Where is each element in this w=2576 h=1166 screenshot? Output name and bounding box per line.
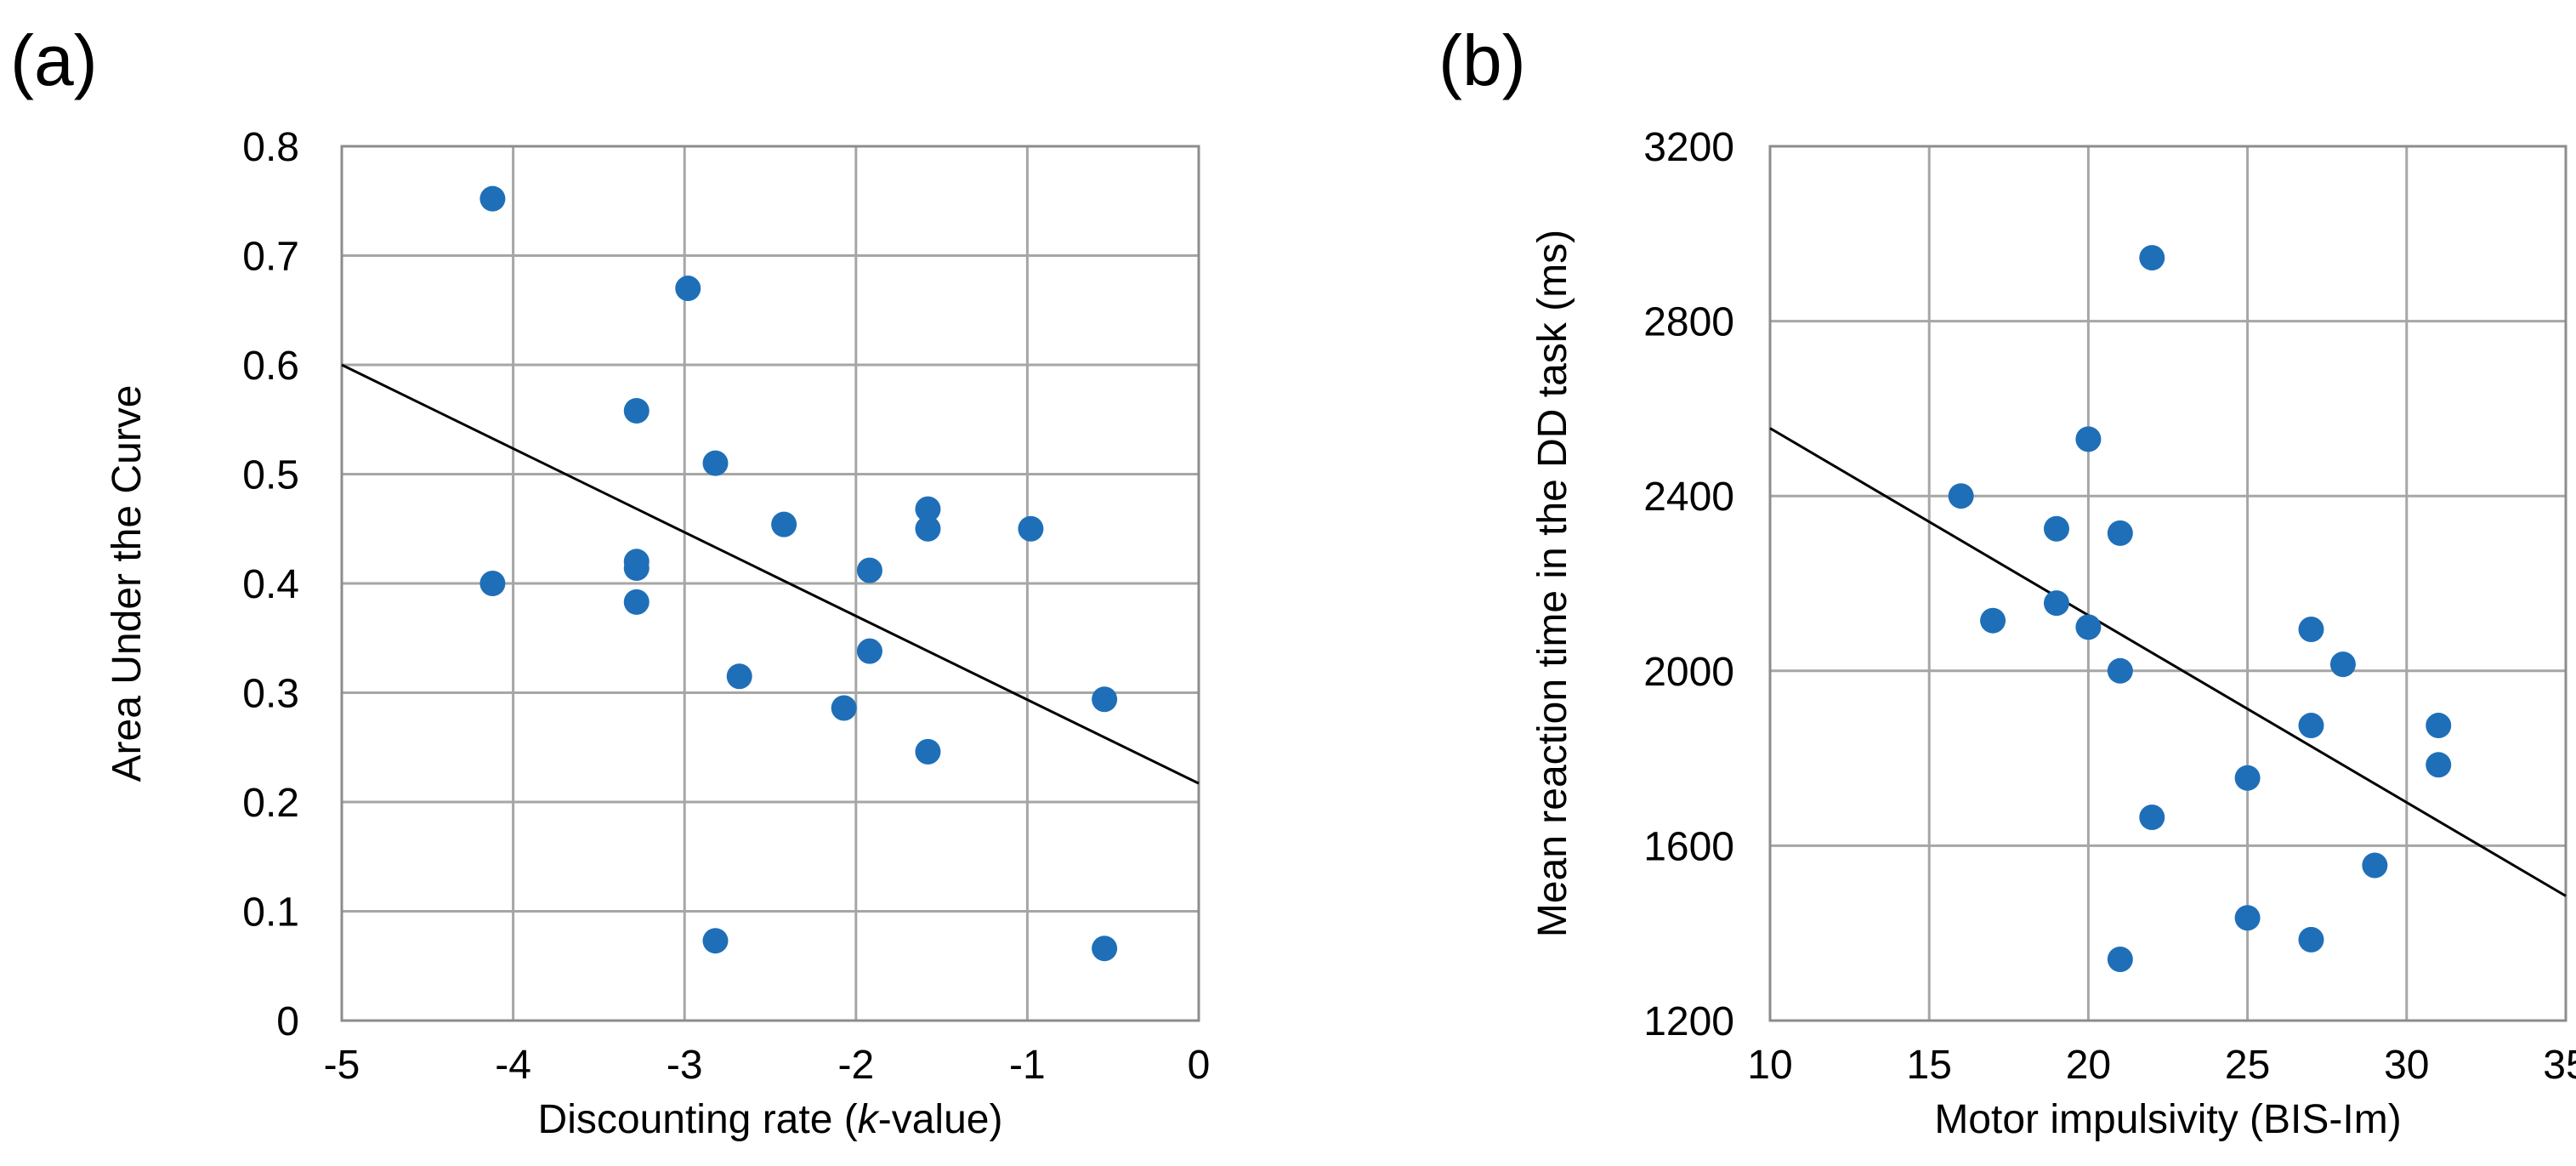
panel-a-point-0: [479, 185, 506, 212]
panel-a-point-1: [479, 571, 506, 596]
panel-a-point-6: [623, 555, 650, 582]
panel-b-ytick-label-1: 1600: [1643, 824, 1734, 869]
panel-a-point-8: [771, 511, 797, 537]
panel-b-xtick-label-3: 25: [2225, 1043, 2270, 1088]
panel-a-point-12: [856, 557, 882, 583]
panel-b-point-12: [2426, 713, 2452, 739]
panel-a-point-9: [915, 496, 941, 522]
panel-b-label: (b): [1438, 20, 1526, 100]
panel-b-point-10: [2107, 657, 2133, 684]
panel-a-point-14: [726, 663, 752, 690]
panel-b-point-18: [2298, 926, 2324, 953]
panel-b-point-8: [2298, 616, 2324, 642]
panel-b-ytick-label-0: 1200: [1643, 999, 1734, 1044]
panel-b-x-axis-title-part-0: Motor impulsivity (BIS-Im): [1934, 1097, 2401, 1142]
panel-b-point-15: [2139, 804, 2165, 830]
panel-b-xtick-label-4: 30: [2384, 1043, 2429, 1088]
panel-b-point-3: [2043, 515, 2069, 542]
panel-a-xtick-label-5: 0: [1188, 1043, 1211, 1088]
panel-b-xtick-label-0: 10: [1747, 1043, 1792, 1088]
panel-a-point-3: [623, 397, 650, 424]
panel-a-trendline: [341, 363, 1200, 785]
panel-b-point-4: [2107, 520, 2133, 546]
panel-a-chart: (a) -5 -4 -3 -2 -1 0 0 0.1 0.2 0.3 0.4 0.5 0.6 0.7 0.8 D…: [10, 20, 1210, 1142]
panel-a-point-4: [702, 450, 729, 476]
panel-b-point-16: [2362, 852, 2388, 879]
panel-a-point-19: [1092, 936, 1118, 962]
panel-a-ytick-label-7: 0.7: [242, 235, 299, 280]
panel-b-ytick-label-5: 3200: [1643, 125, 1734, 170]
panel-b-x-axis-title: Motor impulsivity (BIS-Im): [1934, 1097, 2401, 1142]
panel-a-point-13: [856, 638, 882, 664]
panel-b-point-11: [2298, 713, 2324, 739]
panel-a-point-17: [915, 738, 941, 765]
panel-a-ytick-label-1: 0.1: [242, 890, 299, 936]
panel-a-ytick-label-2: 0.2: [242, 781, 299, 826]
panel-a-x-axis-title-part-2: -value): [878, 1097, 1003, 1142]
panel-a-plot-frame: [340, 145, 1200, 1022]
panel-a-point-18: [702, 928, 729, 954]
panel-b-point-5: [2043, 590, 2069, 617]
panel-a-point-16: [1092, 686, 1118, 713]
panel-a-xtick-label-3: -2: [837, 1043, 874, 1088]
panel-b-plot-frame: [1768, 145, 2567, 1022]
panel-b-point-0: [2139, 245, 2165, 271]
panel-b-trendline: [1769, 427, 2567, 897]
panel-b-point-2: [1948, 483, 1974, 509]
panel-b-xtick-label-5: 35: [2543, 1043, 2576, 1088]
panel-a-point-7: [623, 589, 650, 615]
panel-a-point-15: [831, 695, 857, 721]
panel-a-label: (a): [10, 20, 98, 100]
panel-a-ytick-label-4: 0.4: [242, 562, 299, 607]
panel-a-y-axis-title: Area Under the Curve: [105, 385, 150, 782]
panel-a-xtick-label-0: -5: [324, 1043, 360, 1088]
panel-a-xtick-label-1: -4: [495, 1043, 531, 1088]
panel-a-ytick-label-8: 0.8: [242, 125, 299, 170]
panel-a-xtick-label-2: -3: [667, 1043, 703, 1088]
panel-a-x-axis-title: Discounting rate (k-value): [538, 1097, 1003, 1142]
panel-b-point-7: [2075, 614, 2102, 640]
panel-b-point-13: [2426, 752, 2452, 778]
panel-b-point-17: [2234, 905, 2261, 931]
panel-a-x-axis-title-part-1: k: [858, 1097, 881, 1142]
panel-b-point-14: [2234, 765, 2261, 791]
panel-b-ytick-label-2: 2000: [1643, 650, 1734, 695]
panel-b-xtick-label-2: 20: [2066, 1043, 2111, 1088]
panel-a-ytick-label-3: 0.3: [242, 672, 299, 717]
panel-a-point-2: [675, 276, 701, 302]
panel-b-point-1: [2075, 426, 2102, 452]
panel-a-xtick-label-4: -1: [1009, 1043, 1046, 1088]
panel-b-point-9: [2329, 651, 2356, 678]
panel-b-y-axis-title: Mean reaction time in the DD task (ms): [1530, 230, 1575, 937]
panel-a-ytick-label-0: 0: [276, 999, 299, 1044]
panel-b-chart: (b) 10 15 20 25 30 35 1200 1600 2000 2400 2800 3200 M…: [1438, 20, 2576, 1142]
panel-b-point-19: [2107, 947, 2133, 973]
panel-a-point-11: [1018, 515, 1044, 542]
panel-b-ytick-label-3: 2400: [1643, 475, 1734, 520]
panel-a-point-10: [915, 515, 941, 542]
panel-a-x-axis-title-part-0: Discounting rate (: [538, 1097, 858, 1142]
panel-b-xtick-label-1: 15: [1907, 1043, 1952, 1088]
panel-a-ytick-label-6: 0.6: [242, 344, 299, 389]
panel-b-point-6: [1980, 607, 2006, 634]
panel-a-ytick-label-5: 0.5: [242, 453, 299, 498]
panel-b-ytick-label-4: 2800: [1643, 300, 1734, 345]
